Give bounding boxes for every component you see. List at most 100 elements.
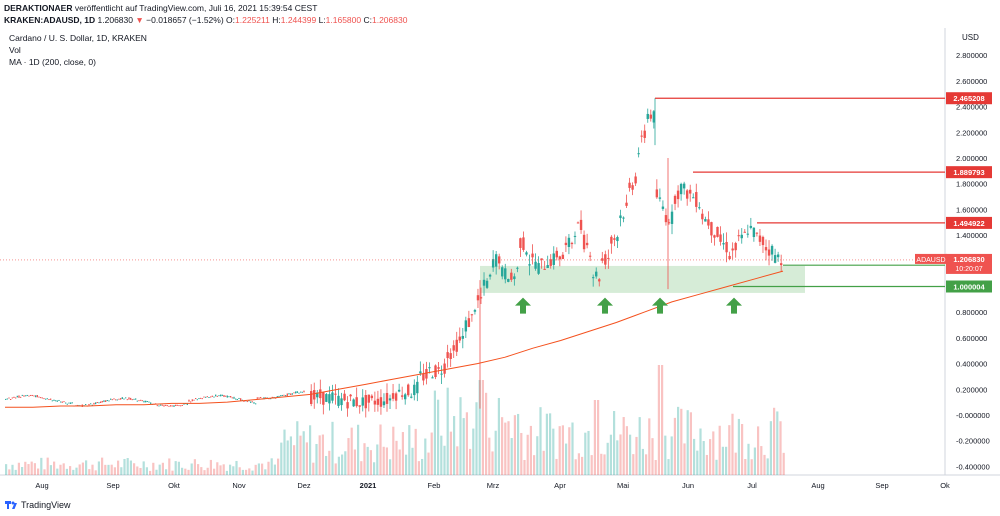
candle [270, 398, 272, 400]
volume-bar [657, 365, 660, 475]
volume-bar [376, 444, 379, 475]
candle [181, 404, 183, 406]
x-tick-label: Feb [428, 481, 441, 490]
volume-bar [21, 467, 24, 475]
candle [467, 318, 471, 327]
volume-bar [264, 469, 267, 475]
volume-bar [392, 426, 395, 475]
volume-bar [312, 462, 315, 475]
candle [246, 401, 248, 403]
volume-bar [712, 431, 715, 475]
candle [443, 363, 446, 374]
candle [340, 398, 343, 406]
candle [410, 396, 413, 398]
candle [85, 404, 87, 406]
candle [543, 268, 546, 270]
candle [126, 399, 128, 401]
candle [210, 396, 212, 398]
volume-bar [664, 435, 667, 475]
volume-bar [350, 427, 353, 475]
volume-bar [145, 467, 148, 475]
candle [275, 397, 277, 399]
volume-bar [453, 416, 456, 475]
candle [497, 256, 501, 264]
volume-bar [542, 450, 545, 475]
price-chart[interactable]: USD 2.800000 2.600000 2.400000 2.200000 2.000… [0, 28, 1000, 498]
candle [419, 371, 422, 374]
candle [168, 405, 170, 407]
candle [171, 405, 173, 407]
volume-bar [421, 458, 424, 475]
candle [158, 405, 160, 407]
candle [485, 280, 489, 288]
volume-bar [405, 454, 408, 475]
volume-bar [366, 446, 369, 475]
volume-bar [296, 421, 299, 475]
volume-bar [539, 407, 542, 475]
candle [248, 400, 250, 402]
candle [193, 399, 195, 401]
candle [180, 405, 182, 407]
candle [296, 391, 298, 393]
candle [285, 395, 287, 397]
candle [178, 405, 180, 407]
candle [576, 222, 580, 224]
volume-bar [357, 424, 360, 475]
candle [36, 395, 38, 398]
candle [403, 394, 407, 400]
candle [352, 399, 355, 407]
close-label: C: [363, 15, 372, 25]
volume-bar [641, 448, 644, 475]
volume-bar [459, 397, 462, 475]
volume-bar [158, 464, 161, 475]
candle [253, 402, 255, 404]
candle [725, 241, 728, 253]
volume-bar [613, 411, 616, 475]
volume-bar [533, 455, 536, 475]
volume-bar [219, 465, 222, 475]
volume-bar [222, 464, 225, 475]
candle [540, 258, 543, 261]
volume-bar [565, 443, 568, 475]
candle [695, 192, 698, 207]
candle [295, 391, 297, 394]
candle [146, 401, 148, 403]
volume-bar [456, 446, 459, 475]
volume-bar [577, 453, 580, 475]
candle [260, 396, 262, 398]
candle [379, 397, 383, 407]
volume-bar [549, 413, 552, 475]
candle [106, 400, 108, 402]
volume-bar [152, 462, 155, 475]
candle [316, 392, 319, 398]
volume-bar [197, 464, 200, 475]
candle [90, 403, 92, 405]
candle [370, 395, 374, 399]
volume-bar [209, 459, 212, 475]
volume-bar [229, 464, 232, 475]
volume-bar [318, 435, 321, 475]
candle [121, 397, 123, 400]
volume-bar [526, 434, 529, 475]
candle [65, 402, 67, 404]
candle [91, 404, 93, 406]
volume-bar [734, 452, 737, 475]
candle [679, 183, 683, 195]
candle [579, 219, 583, 230]
volume-bar [683, 443, 686, 475]
candle [570, 242, 574, 245]
support-zone [480, 265, 805, 293]
candle [15, 397, 17, 399]
candle [98, 402, 100, 404]
volume-bar [190, 463, 193, 475]
volume-bar [632, 454, 635, 475]
volume-bar [126, 458, 129, 475]
candle [13, 396, 15, 398]
candle [564, 242, 568, 246]
volume-bar [286, 440, 289, 475]
volume-bar [277, 458, 280, 475]
candle [710, 222, 713, 236]
volume-bar [737, 418, 740, 475]
candle [95, 402, 97, 405]
candle [504, 268, 507, 280]
